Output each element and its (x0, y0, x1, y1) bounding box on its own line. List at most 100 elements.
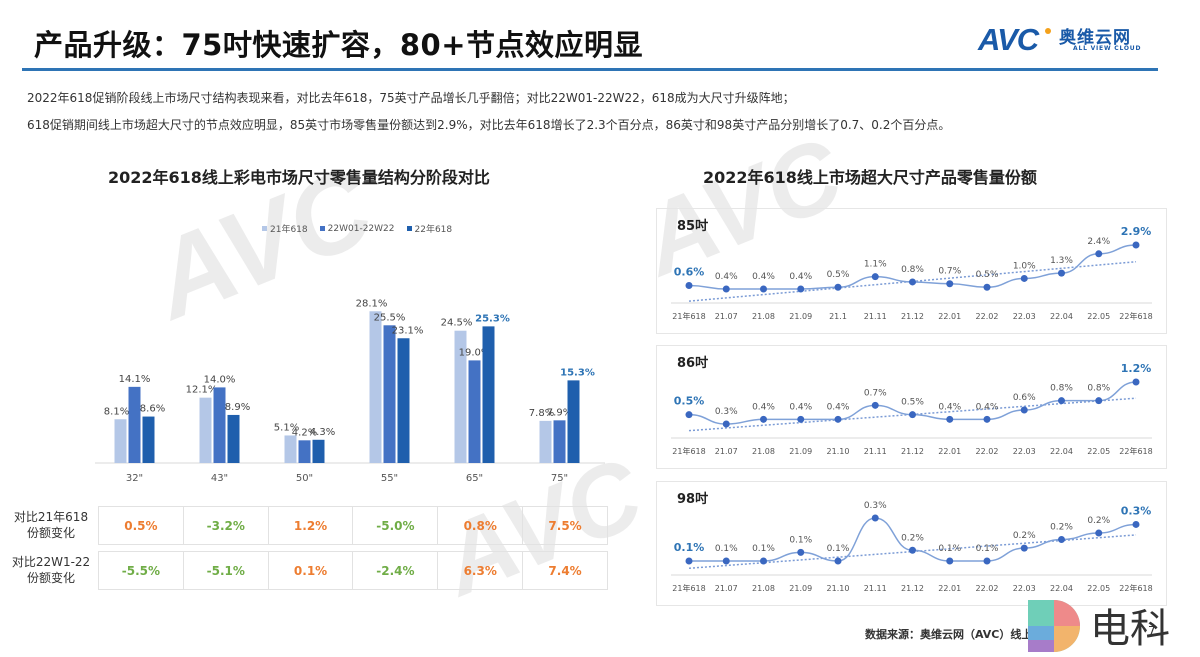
x-tick-label: 22.02 (976, 312, 999, 321)
point-value-label: 0.2% (901, 533, 924, 543)
point-value-label: 0.8% (1087, 384, 1110, 394)
data-point (722, 420, 730, 428)
x-tick-label: 22年618 (1119, 311, 1152, 321)
comparison-cell: 0.5% (99, 507, 184, 544)
data-point (946, 557, 954, 565)
logo-dot-icon (1045, 28, 1051, 34)
legend-swatch-icon (406, 226, 412, 231)
point-value-label: 0.1% (938, 544, 961, 554)
data-point (1095, 397, 1103, 405)
bar-chart: 8.1% 14.1% 8.6% 32" 12.1%14.0% 8.9% 43" 5.1%4.2… (95, 298, 605, 484)
x-tick-label: 22.01 (938, 447, 961, 456)
bar-value-label: 5.1% (274, 422, 299, 433)
bar (369, 311, 382, 463)
x-tick-label: 43" (211, 473, 228, 484)
x-tick-label: 55" (381, 473, 398, 484)
title-divider (22, 68, 1158, 71)
bar (553, 420, 566, 463)
data-point (983, 283, 991, 291)
logo-cn-text: 奥维云网 (1059, 28, 1131, 48)
bar-value-label: 19.0% (459, 347, 491, 358)
x-tick-label: 22年618 (1119, 446, 1152, 456)
comparison-cell: 1.2% (269, 507, 354, 544)
bar-value-label: 25.3% (475, 313, 510, 324)
point-value-label: 0.5% (674, 395, 705, 408)
x-tick-label: 21.10 (827, 447, 850, 456)
x-tick-label: 21.08 (752, 312, 775, 321)
x-tick-label: 22.03 (1013, 584, 1036, 593)
x-tick-label: 50" (296, 473, 313, 484)
brand-text: 电科技 (1090, 606, 1170, 652)
data-point (685, 557, 693, 565)
data-point (983, 415, 991, 423)
bar-value-label: 8.1% (104, 406, 129, 417)
data-point (1095, 529, 1103, 537)
bar (383, 325, 396, 463)
comparison-row-vs-21-618: 对比21年618 份额变化 0.5% -3.2% 1.2% -5.0% 0.8% 7.5% (10, 506, 610, 545)
bar (454, 330, 467, 463)
x-tick-label: 22.04 (1050, 312, 1073, 321)
bar (567, 380, 580, 463)
data-point (722, 285, 730, 293)
data-point (909, 278, 916, 286)
x-tick-label: 22.01 (938, 312, 961, 321)
point-value-label: 2.9% (1121, 225, 1152, 238)
line-panel-label: 98吋 (677, 492, 709, 507)
bar-value-label: 15.3% (560, 367, 595, 378)
bar-chart-title: 2022年618线上彩电市场尺寸零售量结构分阶段对比 (108, 168, 490, 187)
data-point (1132, 520, 1140, 528)
data-point (1058, 397, 1065, 405)
point-value-label: 1.2% (1121, 362, 1152, 375)
bar (397, 338, 410, 463)
point-value-label: 2.4% (1087, 237, 1110, 247)
data-point (834, 415, 842, 423)
legend-item-22w01-22w22: 22W01-22W22 (319, 222, 395, 235)
point-value-label: 0.3% (715, 407, 738, 417)
point-value-label: 0.5% (827, 270, 850, 280)
x-tick-label: 21.07 (715, 584, 738, 593)
line-chart-86: 0.5% 21年618 0.3% 21.07 0.4% 21.08 0.4% 21.09 0.4… (671, 362, 1153, 456)
x-tick-label: 21.08 (752, 584, 775, 593)
row-label-line2: 份额变化 (26, 571, 75, 585)
data-point (760, 285, 767, 293)
bar (284, 435, 297, 463)
bar-value-label: 7.8% (529, 408, 554, 419)
bar-value-label: 14.1% (119, 374, 151, 385)
point-value-label: 1.3% (1050, 256, 1073, 266)
row-label-line2: 份额变化 (26, 526, 75, 540)
bar-value-label: 12.1% (186, 385, 218, 396)
page-number: 7 (1148, 624, 1156, 638)
point-value-label: 0.4% (976, 402, 999, 412)
legend-label: 22W01-22W22 (327, 223, 395, 234)
comparison-cell: -5.0% (353, 507, 439, 544)
x-tick-label: 21.07 (715, 447, 738, 456)
legend-swatch-icon (262, 226, 267, 231)
comparison-row-label: 对比21年618 份额变化 (10, 509, 92, 541)
bar-value-label: 4.2% (292, 427, 317, 438)
bar-value-label: 25.5% (374, 312, 406, 323)
line-chart-98: 0.1% 21年618 0.1% 21.07 0.1% 21.08 0.1% 21.09 0.1… (671, 501, 1153, 593)
x-tick-label: 21年618 (672, 446, 705, 456)
point-value-label: 0.6% (674, 265, 705, 278)
x-tick-label: 21.08 (752, 447, 775, 456)
x-tick-label: 22.05 (1087, 584, 1110, 593)
x-tick-label: 21.1 (829, 312, 847, 321)
data-point (797, 415, 805, 423)
brand-overlay: 电科技 (1024, 592, 1200, 657)
point-value-label: 0.4% (938, 402, 961, 412)
point-value-label: 0.5% (901, 398, 924, 408)
point-value-label: 0.4% (715, 272, 738, 282)
brand-logo-icon (1028, 600, 1080, 652)
data-point (909, 411, 916, 419)
bar (128, 386, 141, 463)
comparison-cell: 6.3% (438, 552, 524, 589)
point-value-label: 0.3% (1121, 504, 1152, 517)
comparison-cell: 7.4% (548, 563, 582, 578)
logo-en-text: ALL VIEW CLOUD (1073, 45, 1142, 52)
point-value-label: 0.1% (752, 544, 775, 554)
x-tick-label: 22.03 (1013, 312, 1036, 321)
x-tick-label: 21.11 (864, 447, 887, 456)
line-chart-title: 2022年618线上市场超大尺寸产品零售量份额 (703, 168, 1037, 187)
x-tick-label: 65" (466, 473, 483, 484)
bar (468, 360, 481, 463)
